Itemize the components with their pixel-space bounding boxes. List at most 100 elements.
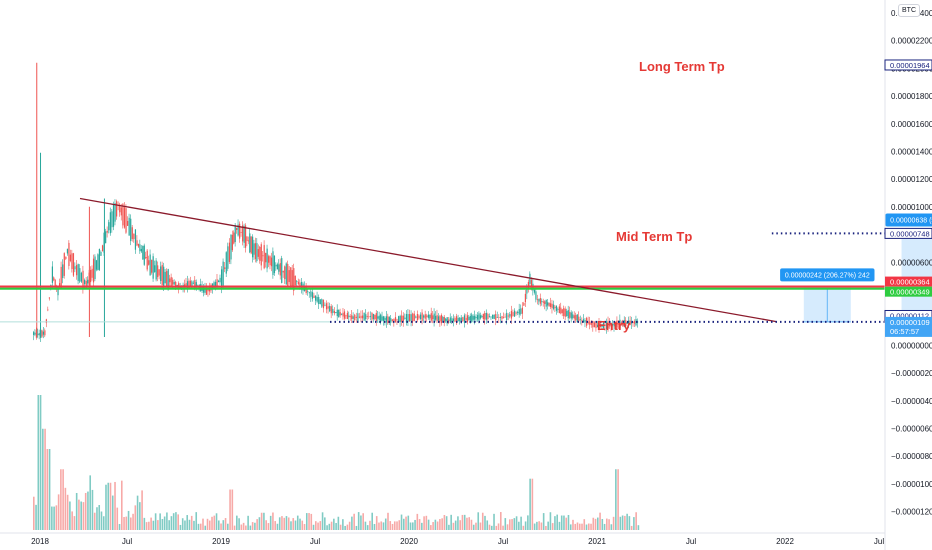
target-tag-text: 0.00000748 xyxy=(890,229,930,238)
volume-bar xyxy=(290,521,292,530)
candle-body xyxy=(512,312,514,317)
candle-body xyxy=(189,280,192,288)
candle-body xyxy=(142,245,144,260)
candle-body xyxy=(33,332,35,335)
candle-body xyxy=(402,315,404,322)
volume-bar xyxy=(504,518,507,530)
candle-body xyxy=(558,306,560,314)
volume-bar xyxy=(366,525,369,530)
volume-bar xyxy=(233,525,236,530)
candle-body xyxy=(529,273,531,284)
volume-bar xyxy=(355,525,358,530)
candle-body xyxy=(97,254,99,271)
volume-bar xyxy=(105,484,107,530)
volume-bar xyxy=(590,523,592,530)
candle-body xyxy=(310,291,312,297)
volume-bar xyxy=(321,512,324,530)
candle-body xyxy=(378,315,380,320)
volume-bar xyxy=(583,519,586,530)
candle-body xyxy=(134,229,137,250)
volume-bar xyxy=(42,428,44,530)
x-tick-label: 2021 xyxy=(588,537,606,546)
candle-body xyxy=(554,306,556,309)
candle-body xyxy=(482,313,484,320)
candle-body xyxy=(542,301,544,303)
volume-bar xyxy=(439,519,441,530)
volume-bar xyxy=(373,523,376,530)
candle-body xyxy=(160,266,162,281)
symbol-badge[interactable]: BTC xyxy=(898,4,920,17)
candle-body xyxy=(409,313,411,322)
candle-body xyxy=(80,272,83,282)
chart-annotations: Entry Mid Term Tp Long Term Tp xyxy=(597,59,725,333)
candle-body xyxy=(536,299,539,301)
volume-bar xyxy=(148,521,150,530)
candle-body xyxy=(474,315,476,320)
candle-body xyxy=(34,332,36,335)
volume-bar xyxy=(470,519,473,530)
volume-bar xyxy=(633,517,635,530)
volume-bar xyxy=(127,510,130,530)
volume-bar xyxy=(360,515,362,530)
candle-body xyxy=(394,317,397,323)
candle-body xyxy=(560,307,562,314)
volume-bar xyxy=(256,519,258,530)
candle-body xyxy=(268,256,270,263)
volume-bar xyxy=(267,523,270,530)
candle-body xyxy=(87,279,89,284)
candle-body xyxy=(246,236,248,241)
volume-bar xyxy=(172,513,175,530)
volume-bar xyxy=(190,515,193,530)
volume-bar xyxy=(276,523,279,530)
volume-bar xyxy=(466,517,468,530)
volume-bar xyxy=(93,512,96,530)
trendline[interactable] xyxy=(79,197,776,323)
candle-body xyxy=(493,314,495,319)
volume-bar xyxy=(416,513,419,530)
candle-body xyxy=(231,234,234,251)
candle-body xyxy=(91,268,93,278)
candle-body xyxy=(432,315,434,320)
candle-body xyxy=(92,258,95,283)
candle-body xyxy=(398,316,400,323)
x-tick-label: Jul xyxy=(122,537,132,546)
last-price-tag-text: 0.00000109 xyxy=(890,318,930,327)
candle-body xyxy=(584,319,586,323)
candle-body xyxy=(194,279,196,288)
candle-body xyxy=(557,308,559,310)
volume-bar xyxy=(265,520,267,530)
volume-bar xyxy=(509,519,511,530)
candle-body xyxy=(372,313,375,320)
volume-bar xyxy=(215,513,218,530)
volume-bar xyxy=(421,522,423,530)
x-tick-label: Jul xyxy=(498,537,508,546)
volume-bar xyxy=(405,516,407,530)
candle-body xyxy=(578,316,580,322)
candle-body xyxy=(207,288,209,292)
candle-body xyxy=(375,313,377,322)
volume-bar xyxy=(263,512,265,530)
candle-body xyxy=(518,309,520,315)
candle-body xyxy=(426,315,428,318)
candle-body xyxy=(567,310,569,319)
volume-bar xyxy=(452,522,455,530)
candle-body xyxy=(237,224,239,236)
candle-body xyxy=(60,266,62,289)
measure-label-text: 0.00000242 (206.27%) 242 xyxy=(785,272,870,279)
volume-bar xyxy=(606,518,608,530)
candle-body xyxy=(313,295,315,299)
candle-body xyxy=(439,316,441,322)
volume-bars xyxy=(33,395,640,530)
bar-countdown-text: 06:57:57 xyxy=(890,327,919,336)
candle-body xyxy=(460,317,462,322)
drawing-lines[interactable] xyxy=(0,63,889,323)
candle-body xyxy=(329,305,331,312)
volume-bar xyxy=(558,521,561,530)
candle-body xyxy=(166,271,168,286)
price-level-tag-text: 0.00000349 xyxy=(890,288,930,297)
volume-bar xyxy=(364,521,367,530)
candle-body xyxy=(321,299,323,307)
price-level-tag-text: 0.00000364 xyxy=(890,278,930,287)
